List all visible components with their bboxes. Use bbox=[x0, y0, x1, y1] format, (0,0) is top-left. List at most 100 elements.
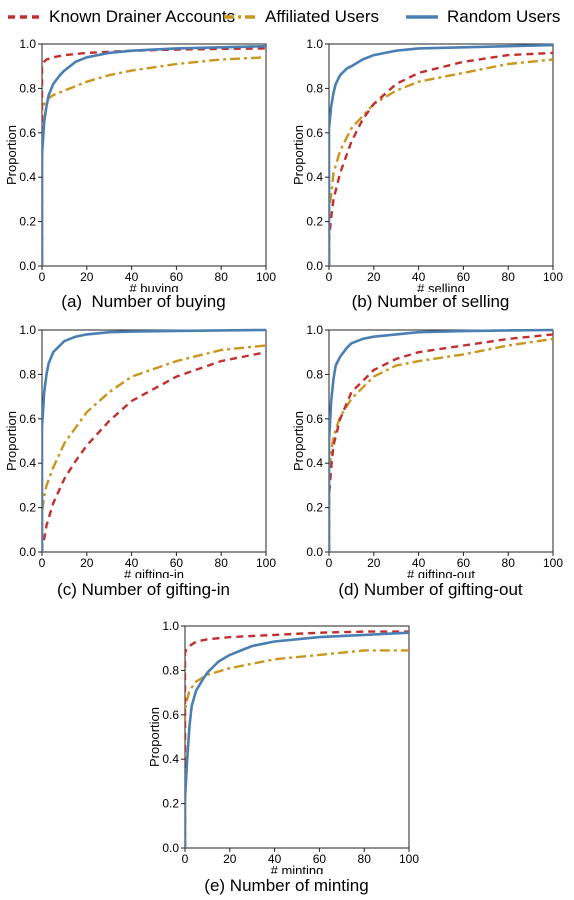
series-line-known-drainer-accounts bbox=[329, 51, 553, 266]
x-tick-label: 20 bbox=[80, 270, 94, 284]
x-tick-label: 80 bbox=[215, 556, 229, 570]
x-tick-label: 60 bbox=[457, 556, 471, 570]
legend-item-random: Random Users bbox=[404, 6, 560, 28]
series-line-random-users bbox=[42, 328, 266, 552]
chart-minting: 0.0 0.2 0.4 0.6 0.8 1.0 0 20 40 60 80 100 # minting P… bbox=[147, 619, 419, 874]
caption-buying: (a) Number of buying bbox=[61, 292, 226, 311]
series-line-random-users bbox=[329, 328, 553, 552]
y-axis-label: Proportion bbox=[147, 707, 162, 767]
y-tick-label: 0.2 bbox=[19, 501, 36, 515]
x-tick-label: 80 bbox=[502, 270, 516, 284]
x-axis-label: # gifting-out bbox=[407, 567, 475, 578]
x-tick-label: 20 bbox=[80, 556, 94, 570]
legend: Known Drainer Accounts Affiliated Users … bbox=[0, 0, 574, 34]
chart-gifting-in: 0.0 0.2 0.4 0.6 0.8 1.0 0 20 40 60 80 100 # gifting-… bbox=[4, 323, 276, 578]
y-axis-label: Proportion bbox=[4, 125, 19, 185]
x-tick-label: 20 bbox=[367, 556, 381, 570]
legend-swatch-known-drainer bbox=[8, 15, 40, 19]
plot-frame bbox=[41, 329, 267, 553]
legend-label-affiliated: Affiliated Users bbox=[265, 7, 380, 26]
y-tick-label: 0.4 bbox=[162, 752, 179, 766]
y-tick-label: 1.0 bbox=[306, 323, 323, 337]
x-tick-label: 20 bbox=[367, 270, 381, 284]
x-tick-label: 60 bbox=[457, 270, 471, 284]
x-tick-label: 0 bbox=[39, 270, 46, 284]
x-tick-label: 40 bbox=[125, 270, 139, 284]
y-tick-label: 0.4 bbox=[19, 170, 36, 184]
series-line-known-drainer-accounts bbox=[329, 333, 553, 552]
y-tick-label: 0.6 bbox=[306, 412, 323, 426]
y-tick-label: 0.2 bbox=[19, 215, 36, 229]
legend-label-random: Random Users bbox=[447, 7, 561, 26]
x-tick-label: 80 bbox=[215, 270, 229, 284]
y-tick-label: 0.8 bbox=[162, 663, 179, 677]
y-tick-label: 0.0 bbox=[306, 545, 323, 559]
series-line-affiliated-users bbox=[42, 56, 266, 266]
y-tick-label: 0.6 bbox=[19, 126, 36, 140]
x-tick-label: 100 bbox=[399, 852, 419, 866]
y-tick-label: 0.6 bbox=[162, 708, 179, 722]
series-line-known-drainer-accounts bbox=[42, 47, 266, 266]
y-tick-label: 0.2 bbox=[306, 501, 323, 515]
x-tick-label: 100 bbox=[256, 556, 276, 570]
x-tick-label: 60 bbox=[170, 270, 184, 284]
chart-selling: 0.0 0.2 0.4 0.6 0.8 1.0 0 20 40 60 80 100 # selling P… bbox=[291, 37, 563, 292]
y-tick-label: 1.0 bbox=[162, 619, 179, 633]
series-line-affiliated-users bbox=[329, 58, 553, 266]
x-axis-label: # gifting-in bbox=[124, 567, 184, 578]
legend-label-known-drainer: Known Drainer Accounts bbox=[49, 7, 236, 26]
plot-frame bbox=[184, 625, 410, 849]
x-tick-label: 40 bbox=[125, 556, 139, 570]
y-tick-label: 0.8 bbox=[306, 81, 323, 95]
x-axis-label: # buying bbox=[129, 281, 178, 292]
x-tick-label: 100 bbox=[256, 270, 276, 284]
series-line-known-drainer-accounts bbox=[185, 630, 409, 848]
chart-buying: 0.0 0.2 0.4 0.6 0.8 1.0 0 20 40 60 80 100 # buying Pr… bbox=[4, 37, 276, 292]
x-tick-label: 60 bbox=[313, 852, 327, 866]
y-tick-label: 0.2 bbox=[306, 215, 323, 229]
chart-panel-selling: 0.0 0.2 0.4 0.6 0.8 1.0 0 20 40 60 80 100 # selling P… bbox=[287, 30, 574, 318]
caption-gifting-out: (d) Number of gifting-out bbox=[338, 580, 523, 599]
x-tick-label: 40 bbox=[412, 270, 426, 284]
y-tick-label: 0.2 bbox=[162, 797, 179, 811]
chart-panel-gifting-out: 0.0 0.2 0.4 0.6 0.8 1.0 0 20 40 60 80 100 # gifting-… bbox=[287, 316, 574, 604]
y-axis-label: Proportion bbox=[291, 125, 306, 185]
x-axis-label: # minting bbox=[271, 863, 324, 874]
caption-selling: (b) Number of selling bbox=[351, 292, 510, 311]
series-line-random-users bbox=[185, 631, 409, 848]
caption-minting: (e) Number of minting bbox=[204, 876, 369, 895]
y-tick-label: 0.6 bbox=[19, 412, 36, 426]
y-tick-label: 0.0 bbox=[162, 841, 179, 855]
y-tick-label: 0.4 bbox=[306, 456, 323, 470]
x-axis-label: # selling bbox=[417, 281, 465, 292]
y-axis-label: Proportion bbox=[4, 411, 19, 471]
y-tick-label: 0.8 bbox=[306, 367, 323, 381]
series-line-affiliated-users bbox=[42, 344, 266, 552]
x-tick-label: 80 bbox=[358, 852, 372, 866]
x-tick-label: 0 bbox=[326, 270, 333, 284]
chart-panel-minting: 0.0 0.2 0.4 0.6 0.8 1.0 0 20 40 60 80 100 # minting P… bbox=[143, 612, 430, 900]
y-tick-label: 0.8 bbox=[19, 81, 36, 95]
chart-panel-gifting-in: 0.0 0.2 0.4 0.6 0.8 1.0 0 20 40 60 80 100 # gifting-… bbox=[0, 316, 287, 604]
series-line-affiliated-users bbox=[329, 337, 553, 552]
legend-item-known-drainer: Known Drainer Accounts bbox=[6, 6, 235, 28]
y-tick-label: 0.0 bbox=[19, 259, 36, 273]
x-tick-label: 80 bbox=[502, 556, 516, 570]
legend-swatch-random bbox=[406, 15, 438, 19]
legend-item-affiliated: Affiliated Users bbox=[222, 6, 379, 28]
plot-frame bbox=[328, 329, 554, 553]
y-tick-label: 0.0 bbox=[306, 259, 323, 273]
chart-panel-buying: 0.0 0.2 0.4 0.6 0.8 1.0 0 20 40 60 80 100 # buying Pr… bbox=[0, 30, 287, 318]
y-tick-label: 0.8 bbox=[19, 367, 36, 381]
y-tick-label: 1.0 bbox=[306, 37, 323, 51]
x-tick-label: 100 bbox=[543, 556, 563, 570]
legend-swatch-affiliated bbox=[224, 15, 256, 19]
y-tick-label: 0.0 bbox=[19, 545, 36, 559]
y-axis-label: Proportion bbox=[291, 411, 306, 471]
series-line-known-drainer-accounts bbox=[42, 351, 266, 552]
y-tick-label: 1.0 bbox=[19, 323, 36, 337]
x-tick-label: 100 bbox=[543, 270, 563, 284]
plot-frame bbox=[41, 43, 267, 267]
caption-gifting-in: (c) Number of gifting-in bbox=[57, 580, 230, 599]
series-line-affiliated-users bbox=[185, 649, 409, 848]
